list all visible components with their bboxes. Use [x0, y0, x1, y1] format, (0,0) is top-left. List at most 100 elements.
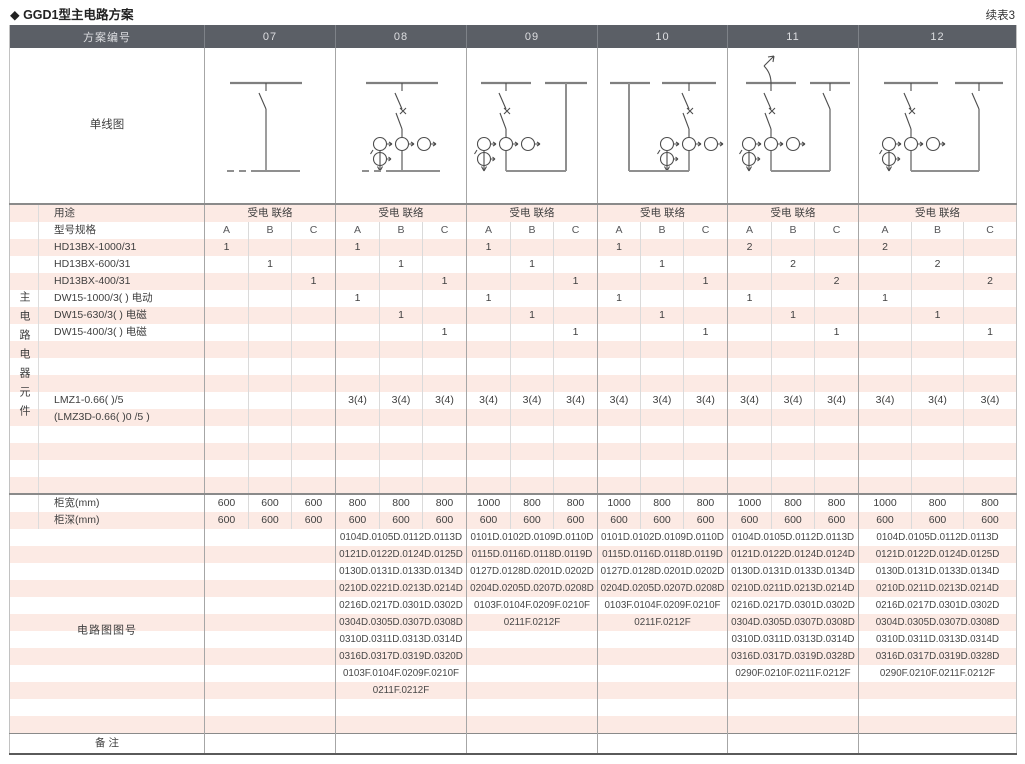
- empty-line: [206, 665, 336, 682]
- header-scheme-12: 12: [858, 25, 1017, 48]
- diagram-number-line: 0210D.0221D.0213D.0214D: [336, 580, 466, 597]
- value-cell: [248, 409, 292, 426]
- strip-cell: [9, 273, 39, 290]
- diagram-number-line: 0211F.0212F: [598, 614, 727, 631]
- value-cell: [510, 358, 554, 375]
- value-cell: 1: [379, 307, 423, 324]
- value-cell: 1: [466, 290, 511, 307]
- value-cell: [510, 341, 554, 358]
- diagram-numbers-label-cell: 电路图图号: [10, 529, 205, 734]
- empty-line: [468, 665, 598, 682]
- spec-subcol-07-C: C: [291, 222, 336, 239]
- value-cell: 800: [813, 493, 859, 512]
- value-cell: [597, 443, 641, 460]
- table-row: HD13BX-600/31 1 1 1 1 2 2: [9, 256, 1017, 273]
- empty-line: [337, 699, 467, 716]
- header-scheme-08: 08: [335, 25, 467, 48]
- table-row: LMZ1-0.66( )/5 3(4) 3(4) 3(4) 3(4) 3(4) 3(4) 3(…: [9, 392, 1017, 409]
- value-cell: [553, 426, 598, 443]
- header-scheme-07: 07: [204, 25, 336, 48]
- value-cell: [553, 341, 598, 358]
- value-cell: [335, 256, 380, 273]
- empty-line: [860, 699, 1017, 716]
- value-cell: [963, 426, 1017, 443]
- row-label: 柜深(mm): [38, 512, 205, 529]
- empty-line: [859, 682, 1017, 699]
- value-cell: 3(4): [911, 392, 964, 409]
- value-cell: [597, 273, 641, 290]
- value-cell: [597, 358, 641, 375]
- value-cell: [683, 307, 728, 324]
- value-cell: [858, 307, 912, 324]
- empty-line: [599, 631, 728, 648]
- value-cell: [248, 324, 292, 341]
- remarks-09: [466, 733, 598, 754]
- diagram-number-line: 0210D.0211D.0213D.0214D: [728, 580, 859, 597]
- value-cell: [422, 256, 467, 273]
- value-cell: [553, 256, 598, 273]
- value-cell: 800: [510, 493, 554, 512]
- value-cell: 800: [640, 493, 684, 512]
- usage-value-09: 受电 联络: [466, 203, 598, 222]
- value-cell: [466, 477, 511, 494]
- value-cell: [858, 426, 912, 443]
- value-cell: [204, 477, 249, 494]
- usage-row: 用途 受电 联络 受电 联络 受电 联络 受电 联络 受电 联络 受电 联络: [9, 203, 1017, 222]
- value-cell: [291, 392, 336, 409]
- value-cell: [597, 375, 641, 392]
- value-cell: 600: [466, 512, 511, 529]
- value-cell: [963, 477, 1017, 494]
- single-line-diagram-10: [610, 81, 724, 172]
- value-cell: [335, 460, 380, 477]
- value-cell: 2: [858, 239, 912, 256]
- value-cell: [813, 375, 859, 392]
- value-cell: [466, 341, 511, 358]
- value-cell: [248, 375, 292, 392]
- value-cell: 2: [813, 273, 859, 290]
- diagram-number-line: 0216D.0217D.0301D.0302D: [339, 600, 463, 611]
- value-cell: [553, 307, 598, 324]
- value-cell: [771, 358, 815, 375]
- value-cell: [466, 375, 511, 392]
- value-cell: [291, 358, 336, 375]
- value-cell: 1: [640, 256, 684, 273]
- value-cell: [727, 307, 772, 324]
- diagram-number-line: 0101D.0102D.0109D.0110D: [470, 532, 594, 543]
- empty-line: [598, 716, 727, 733]
- usage-value-08: 受电 联络: [335, 203, 467, 222]
- row-label: (LMZ3D-0.66( )0 /5 ): [38, 409, 205, 426]
- diagram-number-line: 0211F.0212F: [467, 614, 597, 631]
- spec-subcol-11-B: B: [771, 222, 815, 239]
- value-cell: [813, 477, 859, 494]
- value-cell: [813, 307, 859, 324]
- value-cell: [466, 273, 511, 290]
- strip-cell: [9, 477, 39, 494]
- empty-line: [205, 614, 335, 631]
- value-cell: [379, 477, 423, 494]
- value-cell: [771, 341, 815, 358]
- value-cell: [510, 324, 554, 341]
- single-line-diagram-row: 单线图: [9, 48, 1017, 204]
- empty-line: [599, 699, 728, 716]
- value-cell: [813, 443, 859, 460]
- value-cell: 3(4): [379, 392, 423, 409]
- diagram-number-line: 0115D.0116D.0118D.0119D: [467, 546, 597, 563]
- value-cell: [466, 460, 511, 477]
- value-cell: 600: [204, 512, 249, 529]
- row-label: LMZ1-0.66( )/5: [54, 394, 124, 406]
- value-cell: [597, 409, 641, 426]
- value-cell: [204, 290, 249, 307]
- value-cell: 600: [963, 512, 1017, 529]
- value-cell: [335, 375, 380, 392]
- diagram-number-line: 0127D.0128D.0201D.0202D: [600, 566, 725, 577]
- single-line-diagram-09-cell: [466, 48, 598, 204]
- header-scheme-09: 09: [466, 25, 598, 48]
- empty-line: [728, 716, 859, 733]
- value-cell: [204, 392, 249, 409]
- empty-row-label: [39, 460, 205, 477]
- value-cell: [248, 443, 292, 460]
- empty-line: [10, 546, 204, 563]
- row-label: DW15-400/3( ) 电磁: [54, 326, 147, 338]
- value-cell: [813, 341, 859, 358]
- single-line-diagram-08: [362, 81, 440, 172]
